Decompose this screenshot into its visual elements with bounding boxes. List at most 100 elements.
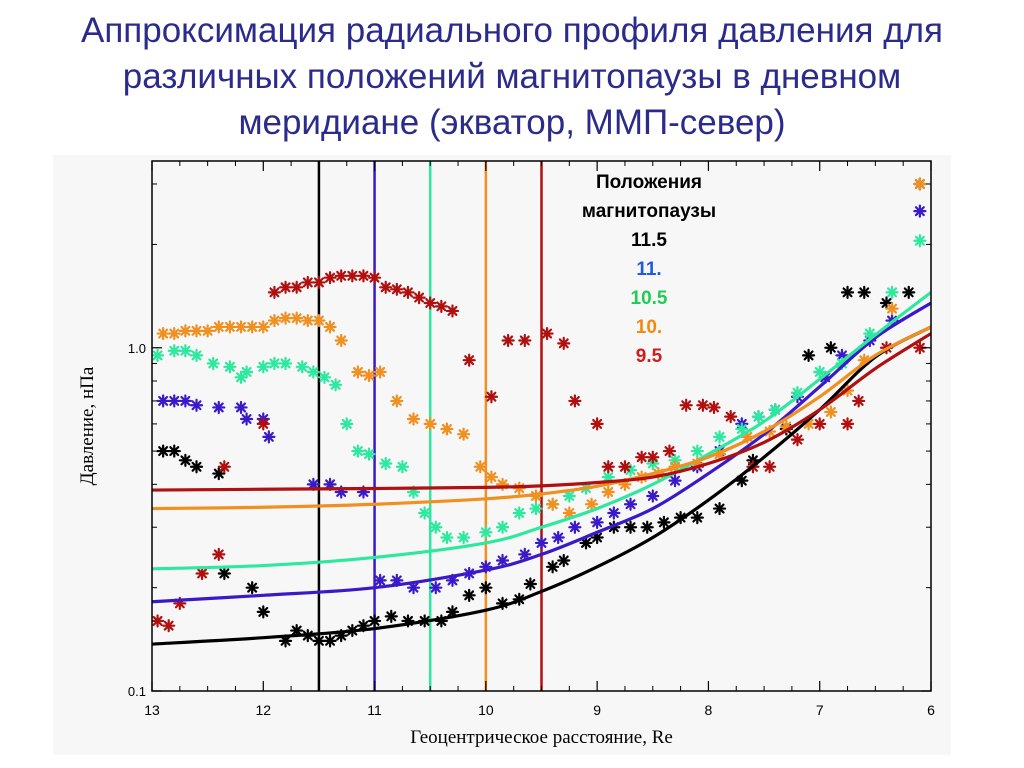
- data-point-s4-22: [434, 299, 448, 313]
- data-point-s4-46: [852, 394, 866, 408]
- data-point-s3-15: [323, 320, 337, 334]
- data-point-s3-33: [601, 485, 615, 499]
- data-point-s3-44: [824, 405, 838, 419]
- data-point-s4-5: [217, 460, 231, 474]
- y-tick-label-1: 1.0: [128, 341, 146, 356]
- pressure-profile-chart: 13 12 11 10 9 8 7 6 0.1 1.0 Геоцентрическое рассто…: [77, 160, 935, 748]
- chart-panel: [53, 155, 951, 755]
- data-point-s2-37: [712, 430, 727, 444]
- data-point-s4-7: [267, 285, 282, 299]
- data-point-s4-39: [707, 400, 721, 415]
- legend-entry-2: 10.5: [631, 288, 668, 309]
- data-point-s1-0: [156, 394, 170, 408]
- data-point-s0-44: [857, 285, 871, 299]
- data-point-s3-48: [913, 177, 927, 191]
- data-point-s4-4: [212, 547, 226, 562]
- data-point-s2-45: [885, 285, 899, 299]
- data-point-s3-7: [234, 320, 248, 334]
- data-point-s1-6: [239, 412, 254, 426]
- data-point-s2-9: [267, 356, 282, 371]
- title-line-2: различных положений магнитопаузы в дневн…: [122, 57, 902, 96]
- data-point-s2-28: [529, 501, 543, 516]
- data-point-s3-3: [189, 324, 204, 338]
- data-point-s0-43: [840, 285, 855, 299]
- data-point-s3-22: [423, 417, 437, 431]
- data-point-s2-15: [340, 417, 354, 431]
- data-point-s4-12: [323, 271, 337, 285]
- data-point-s4-11: [312, 275, 326, 290]
- fit-curve-2: [152, 291, 931, 571]
- data-point-s4-1: [162, 619, 176, 633]
- data-point-s1-25: [590, 515, 604, 529]
- data-point-s3-25: [473, 460, 487, 474]
- data-point-s2-0: [152, 348, 165, 362]
- data-point-s2-36: [690, 444, 704, 458]
- data-point-s4-40: [724, 410, 738, 424]
- data-point-s0-26: [523, 577, 537, 591]
- data-point-s2-27: [512, 506, 526, 520]
- data-point-s2-22: [429, 520, 443, 534]
- x-axis-label: Геоцентрическое расстояние, Re: [410, 727, 673, 748]
- data-point-s3-8: [245, 320, 259, 334]
- data-point-s4-10: [301, 275, 315, 290]
- data-point-s4-36: [662, 444, 677, 458]
- data-point-s4-9: [290, 280, 304, 294]
- x-tick-label-2: 11: [367, 702, 382, 718]
- data-point-s2-13: [317, 370, 332, 384]
- data-point-s4-21: [423, 296, 437, 310]
- data-point-s3-6: [223, 320, 237, 334]
- data-point-s0-32: [623, 520, 638, 534]
- data-point-s2-38: [735, 422, 749, 436]
- data-point-s1-40: [913, 204, 927, 218]
- data-point-s4-37: [679, 398, 693, 412]
- x-tick-label-5: 8: [705, 702, 713, 718]
- data-point-s0-12: [323, 634, 337, 648]
- data-point-s4-30: [568, 394, 582, 408]
- data-point-s3-21: [406, 412, 421, 426]
- data-point-s3-19: [373, 365, 387, 379]
- data-point-s1-24: [568, 520, 582, 534]
- data-point-s3-47: [885, 302, 899, 316]
- data-point-s1-5: [234, 400, 248, 415]
- legend-entry-4: 9.5: [636, 346, 663, 367]
- data-point-s2-12: [306, 365, 320, 379]
- data-point-s4-19: [401, 285, 415, 299]
- data-point-s0-42: [824, 341, 838, 355]
- data-point-s2-19: [395, 460, 409, 474]
- data-point-s2-8: [256, 360, 270, 374]
- y-tick-label-0: 0.1: [128, 684, 146, 699]
- data-point-s2-18: [379, 456, 393, 471]
- x-tick-label-6: 7: [816, 702, 824, 718]
- data-point-s3-12: [290, 311, 304, 325]
- data-point-s2-46: [913, 234, 927, 248]
- data-point-s1-9: [306, 477, 320, 491]
- fit-curve-4: [152, 332, 931, 492]
- data-point-s2-5: [223, 360, 237, 374]
- data-point-s0-2: [178, 453, 192, 467]
- data-point-s0-11: [312, 634, 326, 648]
- data-point-s4-3: [195, 566, 209, 581]
- data-point-s3-18: [362, 368, 376, 383]
- legend-entry-1: 11.: [636, 259, 661, 280]
- x-tick-label-1: 12: [255, 702, 271, 718]
- data-point-s4-35: [646, 450, 660, 464]
- data-point-s4-23: [445, 304, 460, 318]
- data-point-s0-16: [367, 614, 382, 628]
- data-point-s3-11: [278, 311, 293, 325]
- fit-curve-1: [152, 301, 931, 604]
- slide-title: Аппроксимация радиального профиля давлен…: [0, 8, 1024, 146]
- data-point-s3-24: [457, 427, 471, 441]
- data-point-s4-20: [412, 290, 426, 305]
- data-point-s4-13: [334, 269, 348, 283]
- data-point-s2-14: [329, 378, 343, 392]
- data-point-s2-16: [351, 444, 365, 458]
- data-point-s0-1: [167, 444, 181, 458]
- data-point-s4-14: [345, 269, 359, 283]
- data-point-s1-4: [212, 400, 226, 415]
- data-point-s2-25: [479, 525, 493, 539]
- data-point-s4-28: [540, 326, 554, 341]
- data-point-s3-9: [256, 320, 270, 334]
- data-point-s4-8: [278, 280, 293, 294]
- data-point-s1-20: [495, 553, 510, 568]
- title-line-1: Аппроксимация радиального профиля давлен…: [81, 11, 943, 50]
